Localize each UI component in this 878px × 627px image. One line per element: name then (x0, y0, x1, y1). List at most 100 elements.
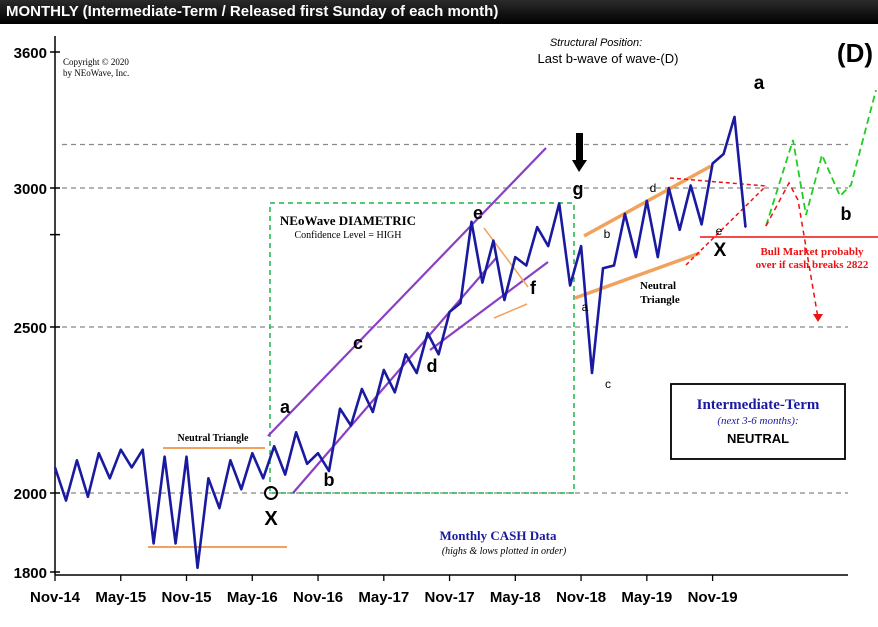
wave-label: X (714, 240, 727, 261)
price-point (700, 223, 703, 226)
outlook-value: NEUTRAL (727, 431, 789, 446)
x-ticks: Nov-14 May-15 Nov-15 May-16 Nov-16 May-17 Nov-… (30, 575, 738, 606)
price-line (53, 115, 747, 570)
outlook-period: (next 3-6 months): (717, 415, 798, 427)
outlook-box (670, 383, 846, 460)
price-point (404, 353, 407, 356)
price-point (591, 372, 593, 374)
price-point (393, 391, 396, 394)
y-tick-label: 3600 (14, 45, 47, 62)
price-point (492, 239, 495, 242)
price-point (87, 495, 89, 498)
price-point (65, 499, 67, 502)
price-point (448, 311, 451, 313)
price-point (196, 567, 199, 569)
price-points (54, 116, 747, 569)
wave-label: c (353, 333, 363, 353)
green-projection (765, 89, 877, 227)
price-point (733, 116, 736, 118)
left-triangle-label: Neutral Triangle (177, 433, 249, 444)
wave-d-label: (D) (837, 38, 873, 68)
price-point (174, 542, 177, 545)
price-point (470, 220, 473, 223)
price-point (558, 202, 560, 205)
price-point (383, 369, 385, 371)
ef-bottom-line (493, 303, 528, 319)
price-point (481, 281, 484, 284)
price-point (744, 226, 747, 228)
price-point (646, 200, 648, 202)
price-point (536, 226, 539, 228)
price-point (525, 264, 528, 267)
price-point (54, 466, 56, 469)
price-point (547, 245, 549, 247)
g-arrow-head (572, 160, 587, 172)
diametric-confidence: Confidence Level = HIGH (295, 230, 402, 241)
price-point (152, 542, 155, 545)
price-point (251, 452, 254, 454)
red-dashed-upper (669, 177, 767, 187)
price-point (130, 466, 133, 469)
price-point (426, 332, 429, 334)
x-tick-label: Nov-15 (162, 589, 212, 606)
x-point-marker (264, 486, 278, 500)
y-tick-label: 2000 (14, 486, 47, 503)
price-point (711, 162, 714, 165)
price-point (613, 264, 615, 267)
price-point (240, 488, 243, 491)
price-point (218, 507, 221, 509)
channel-d-line (429, 261, 549, 351)
wave-label: a (582, 300, 589, 314)
diametric-title: NEoWave DIAMETRIC (280, 213, 416, 228)
price-point (678, 228, 681, 231)
wave-label: b (604, 227, 611, 241)
copyright-line-2: by NEoWave, Inc. (63, 68, 129, 78)
price-point (339, 407, 341, 410)
price-point (109, 477, 111, 480)
price-point (514, 256, 517, 258)
price-point (459, 302, 462, 304)
red-projection (765, 181, 819, 319)
wave-label: b (324, 470, 335, 490)
price-point (437, 353, 440, 356)
red-projection-arrowhead (813, 314, 823, 322)
price-point (722, 153, 725, 155)
price-point (163, 455, 166, 458)
x-tick-label: Nov-18 (556, 589, 606, 606)
price-point (273, 445, 276, 447)
right-triangle-label-2: Triangle (640, 294, 680, 306)
price-point (635, 256, 637, 258)
price-point (207, 477, 210, 480)
outlook-title: Intermediate-Term (697, 397, 820, 413)
wave-label: e (473, 203, 483, 223)
red-dashed-lower (685, 185, 767, 266)
price-point (372, 411, 374, 413)
y-tick-label: 3000 (14, 181, 47, 198)
price-point (76, 459, 78, 462)
price-point (569, 284, 571, 287)
structural-position-value: Last b-wave of wave-(D) (538, 51, 679, 66)
right-triangle-bottom-line (574, 251, 701, 300)
price-point (317, 452, 319, 454)
wave-label: d (427, 356, 438, 376)
wave-label: e (716, 224, 723, 238)
x-tick-label: May-19 (621, 589, 672, 606)
x-tick-label: May-16 (227, 589, 278, 606)
structural-position-label: Structural Position: (550, 37, 642, 49)
price-point (415, 372, 418, 374)
wave-label: g (573, 179, 584, 199)
price-point (689, 184, 692, 187)
y-tick-label: 2500 (14, 320, 47, 337)
g-arrow-shaft (576, 133, 583, 163)
price-point (602, 267, 604, 270)
grid-lines (62, 143, 848, 494)
x-tick-label: Nov-17 (425, 589, 475, 606)
data-source-note: (highs & lows plotted in order) (442, 546, 567, 557)
copyright-line-1: Copyright © 2020 (63, 57, 129, 67)
price-point (229, 459, 232, 462)
x-tick-label: May-17 (358, 589, 409, 606)
bull-market-note-1: Bull Market probably (760, 246, 864, 258)
price-point (350, 424, 352, 427)
wave-label: b (841, 204, 852, 224)
